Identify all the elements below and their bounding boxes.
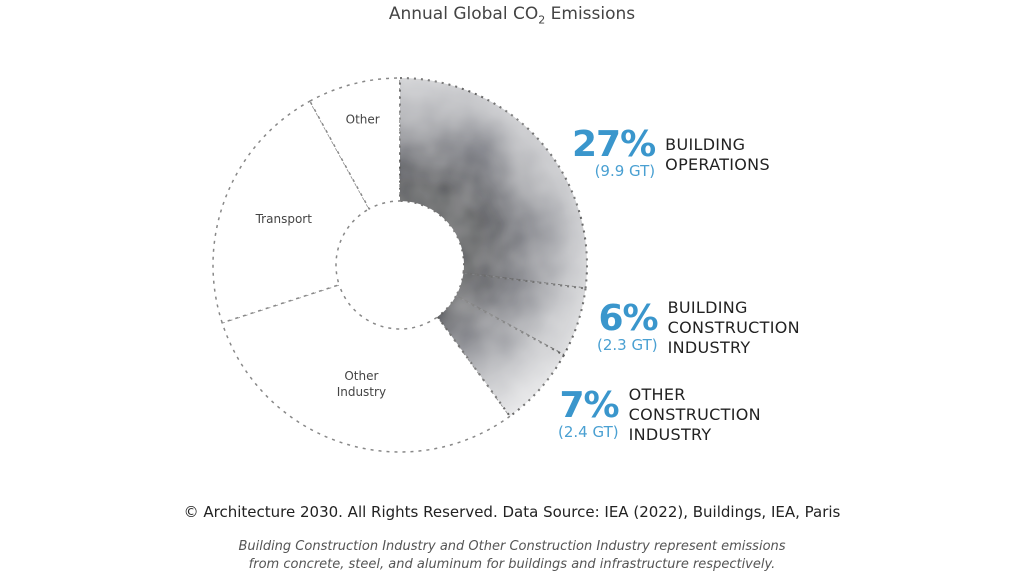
category-label: CONSTRUCTION [667, 318, 800, 337]
slice-label: Transport [255, 212, 313, 226]
footnote-line: from concrete, steel, and aluminum for b… [248, 557, 776, 572]
pct-label: 27% [572, 124, 656, 165]
slice-transport [212, 100, 371, 324]
pct-label: 7% [559, 385, 619, 426]
slice-other-industry [221, 283, 511, 453]
amount-label: (2.4 GT) [558, 423, 619, 441]
chart-title: Annual Global CO2 Emissions [388, 4, 636, 27]
callout-other-construction: 7% (2.4 GT) OTHER CONSTRUCTION INDUSTRY [558, 385, 761, 445]
copyright-source: © Architecture 2030. All Rights Reserved… [183, 503, 841, 521]
slice-building-operations [399, 76, 588, 290]
slice-building-construction [454, 271, 587, 357]
category-label: BUILDING [667, 298, 748, 317]
amount-label: (2.3 GT) [597, 336, 658, 354]
slice-label: Other [344, 369, 378, 383]
slice-label: Other [346, 113, 380, 127]
category-label: INDUSTRY [628, 425, 712, 444]
category-label: BUILDING [665, 135, 746, 154]
callout-building-operations: 27% (9.9 GT) BUILDING OPERATIONS [572, 127, 770, 180]
category-label: OPERATIONS [665, 155, 770, 174]
footnote: Building Construction Industry and Other… [0, 538, 1024, 574]
callout-building-construction: 6% (2.3 GT) BUILDING CONSTRUCTION INDUSTRY [597, 298, 800, 358]
category-label: INDUSTRY [667, 338, 751, 357]
category-label: OTHER [628, 385, 686, 404]
slice-other-construction [436, 294, 566, 418]
footnote-line: Building Construction Industry and Other… [238, 539, 786, 554]
category-label: CONSTRUCTION [628, 405, 761, 424]
slice-other [308, 77, 401, 210]
slice-label: Industry [337, 385, 386, 399]
pct-label: 6% [598, 298, 658, 339]
amount-label: (9.9 GT) [594, 162, 656, 180]
